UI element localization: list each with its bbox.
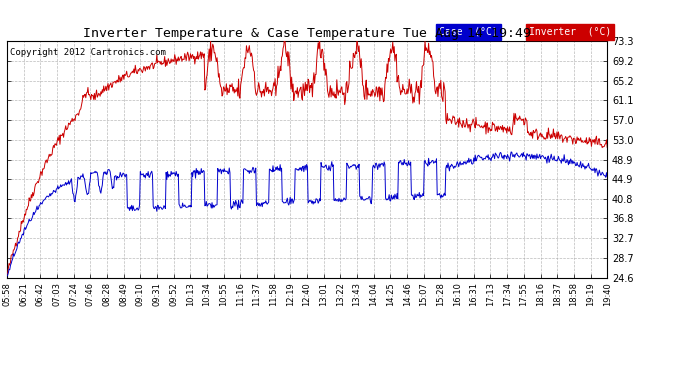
Text: Copyright 2012 Cartronics.com: Copyright 2012 Cartronics.com xyxy=(10,48,166,57)
Text: Case  (°C): Case (°C) xyxy=(439,27,498,37)
Title: Inverter Temperature & Case Temperature Tue Aug 14 19:49: Inverter Temperature & Case Temperature … xyxy=(83,27,531,40)
Text: Inverter  (°C): Inverter (°C) xyxy=(529,27,611,37)
